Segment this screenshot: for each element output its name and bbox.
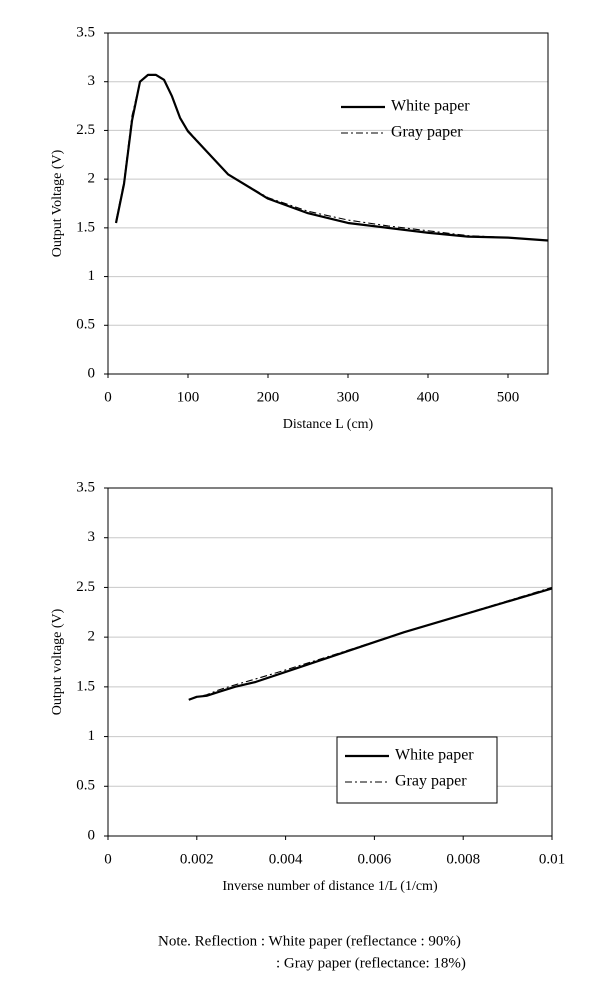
x-axis-title: Distance L (cm) bbox=[283, 417, 374, 432]
x-tick-label: 0 bbox=[104, 851, 112, 867]
x-tick-label: 0 bbox=[104, 389, 112, 405]
y-tick-label: 0 bbox=[88, 365, 96, 381]
note-line: : Gray paper (reflectance: 18%) bbox=[276, 955, 466, 971]
y-tick-label: 2.5 bbox=[76, 579, 95, 595]
y-tick-label: 0.5 bbox=[76, 778, 95, 794]
y-tick-label: 2 bbox=[88, 629, 96, 645]
y-tick-label: 2 bbox=[88, 171, 96, 187]
x-tick-label: 0.01 bbox=[539, 851, 565, 867]
y-tick-label: 2.5 bbox=[76, 122, 95, 138]
x-tick-label: 0.002 bbox=[180, 851, 214, 867]
legend-label: Gray paper bbox=[395, 773, 467, 790]
x-tick-label: 0.004 bbox=[269, 851, 303, 867]
legend-box bbox=[336, 736, 498, 804]
y-tick-label: 1.5 bbox=[76, 678, 95, 694]
y-tick-label: 0 bbox=[88, 827, 96, 843]
y-tick-label: 3.5 bbox=[76, 479, 95, 495]
y-axis-title: Output Voltage (V) bbox=[50, 149, 65, 257]
y-axis-title: Output voltage (V) bbox=[50, 608, 65, 715]
y-tick-label: 1 bbox=[88, 728, 96, 744]
x-tick-label: 0.006 bbox=[358, 851, 392, 867]
y-tick-label: 0.5 bbox=[76, 317, 95, 333]
y-tick-label: 3 bbox=[88, 529, 96, 545]
x-tick-label: 0.008 bbox=[446, 851, 480, 867]
legend-label: Gray paper bbox=[391, 124, 463, 141]
plot-frame bbox=[107, 32, 549, 375]
series-line bbox=[115, 74, 549, 242]
series-line bbox=[114, 73, 549, 242]
x-tick-label: 300 bbox=[337, 389, 360, 405]
y-tick-label: 1.5 bbox=[76, 219, 95, 235]
note-line: Note. Reflection : White paper (reflecta… bbox=[158, 933, 461, 949]
plot-frame bbox=[107, 487, 553, 837]
legend-label: White paper bbox=[395, 747, 474, 764]
legend-label: White paper bbox=[391, 98, 470, 115]
x-axis-title: Inverse number of distance 1/L (1/cm) bbox=[222, 879, 438, 894]
y-tick-label: 3 bbox=[88, 73, 96, 89]
series-line bbox=[188, 587, 553, 701]
y-tick-label: 3.5 bbox=[76, 24, 95, 40]
x-tick-label: 400 bbox=[417, 389, 440, 405]
y-tick-label: 1 bbox=[88, 268, 96, 284]
x-tick-label: 100 bbox=[177, 389, 200, 405]
x-tick-label: 500 bbox=[497, 389, 520, 405]
x-tick-label: 200 bbox=[257, 389, 280, 405]
